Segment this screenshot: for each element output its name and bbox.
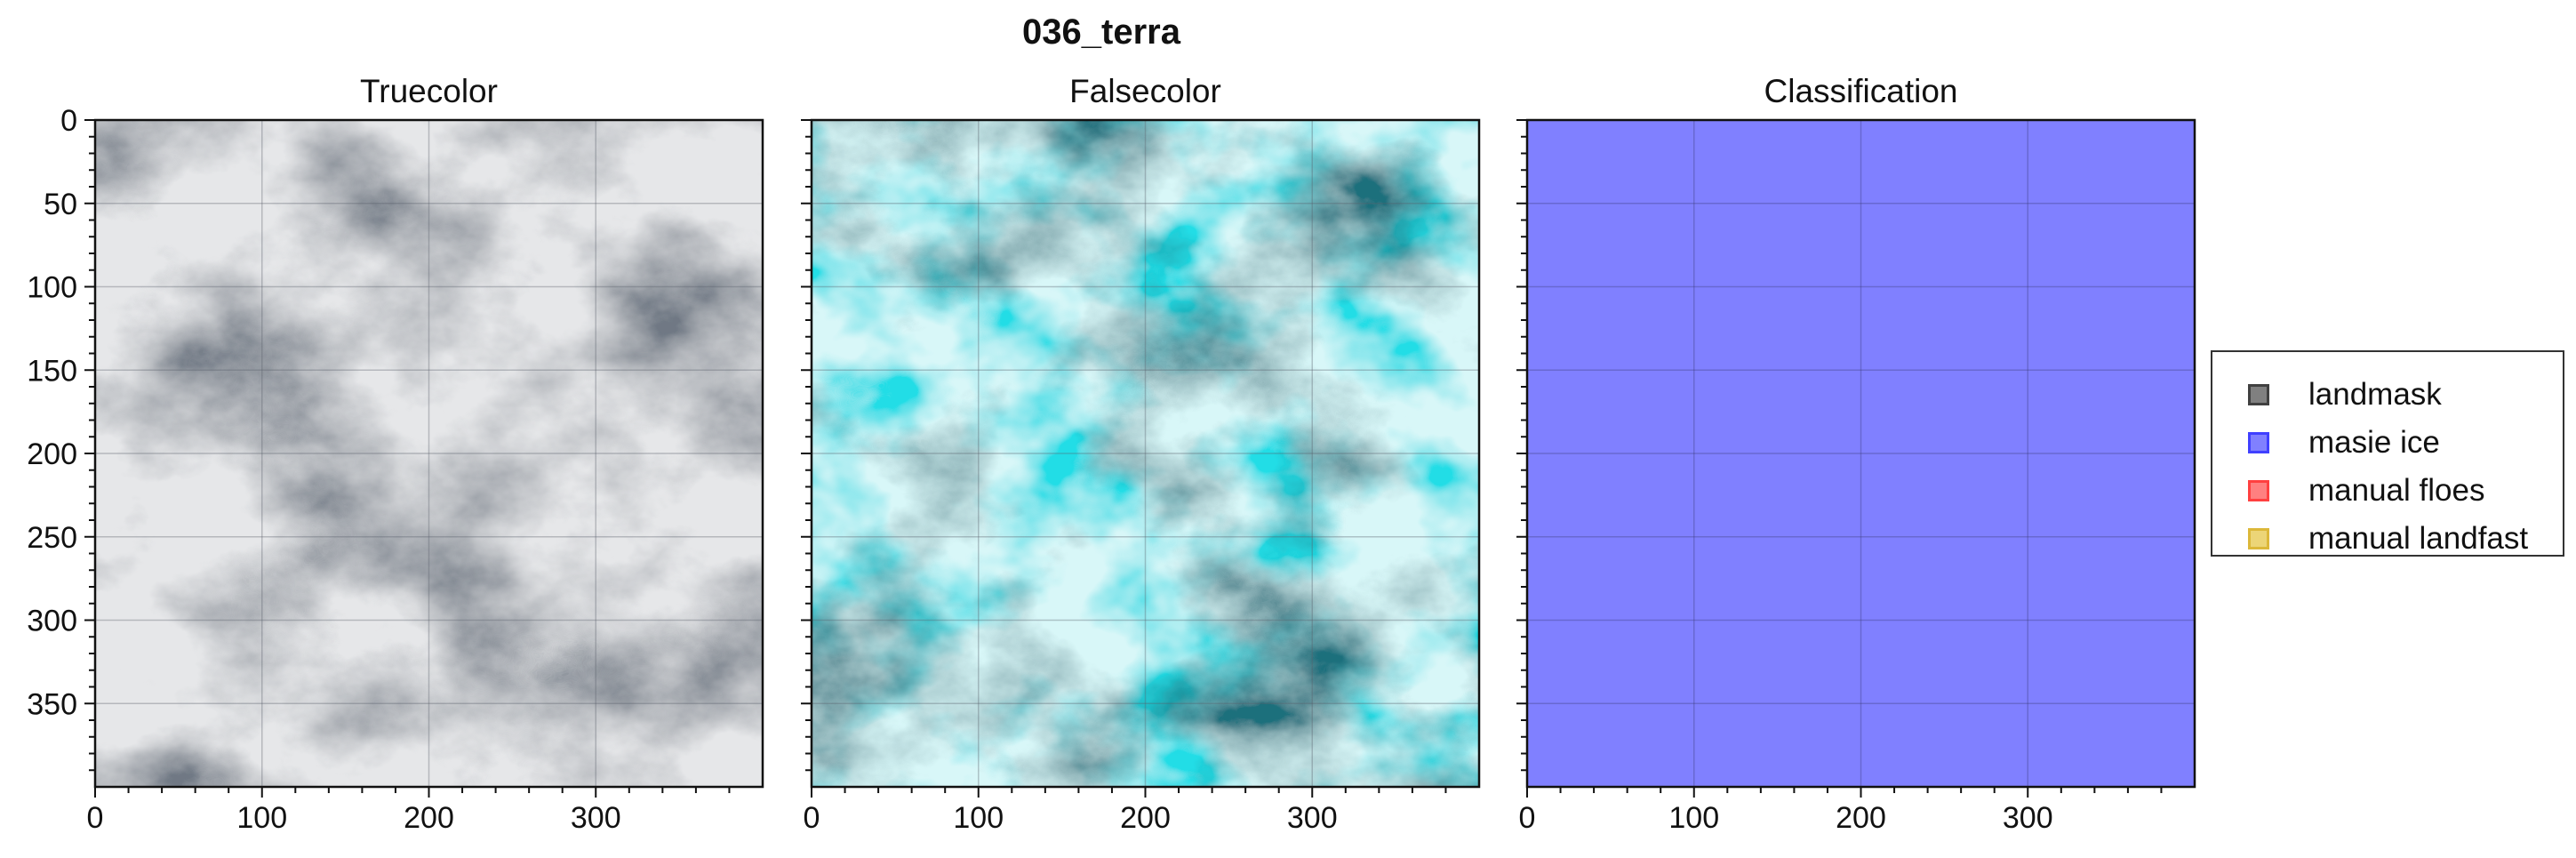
x-tick-label: 100 [1668, 801, 1719, 835]
panel-title: Classification [1764, 73, 1958, 109]
legend-swatch [2248, 528, 2269, 549]
panel-title: Falsecolor [1069, 73, 1221, 109]
panel-truecolor: Truecolor 0 100 200 300 0 50 100 150 200 250 300 350 [27, 73, 764, 835]
legend-item: masie ice [2248, 425, 2440, 461]
x-tick-label: 200 [404, 801, 454, 835]
x-tick-label: 200 [1120, 801, 1171, 835]
x-tick-label: 300 [2003, 801, 2053, 835]
x-tick-label: 100 [953, 801, 1004, 835]
y-tick-label: 350 [27, 687, 77, 721]
panel-title: Truecolor [360, 73, 498, 109]
y-tick-label: 200 [27, 437, 77, 471]
falsecolor-image [812, 120, 1479, 787]
legend-swatch [2248, 384, 2269, 405]
y-tick-label: 300 [27, 605, 77, 638]
classification-fill-masie-ice [1527, 120, 2195, 787]
panel-falsecolor: Falsecolor 0 100 200 300 [801, 73, 1481, 835]
y-tick-label: 250 [27, 521, 77, 555]
y-tick-label: 150 [27, 354, 77, 388]
y-tick-label: 0 [60, 104, 77, 138]
x-tick-label: 0 [1519, 801, 1536, 835]
x-tick-label: 300 [1287, 801, 1338, 835]
truecolor-image [95, 120, 763, 787]
figure-suptitle: 036_terra [1022, 12, 1180, 52]
x-tick-label: 0 [87, 801, 104, 835]
x-tick-label: 200 [1836, 801, 1886, 835]
legend-label: manual floes [2308, 473, 2485, 508]
legend-label: masie ice [2308, 425, 2440, 460]
y-tick-label: 50 [44, 188, 77, 221]
x-tick-label: 100 [236, 801, 287, 835]
y-tick-label: 100 [27, 271, 77, 305]
legend-swatch [2248, 432, 2269, 453]
legend-item: landmask [2248, 377, 2442, 413]
legend-item: manual landfast [2248, 521, 2528, 557]
legend-label: manual landfast [2308, 521, 2529, 556]
x-tick-label: 0 [804, 801, 820, 835]
legend-swatch [2248, 480, 2269, 501]
x-tick-label: 300 [571, 801, 621, 835]
legend-item: manual floes [2248, 473, 2484, 509]
legend: landmask masie ice manual floes manual land… [2211, 350, 2564, 557]
legend-label: landmask [2308, 377, 2442, 412]
panel-classification: Classification 0 100 200 300 [1516, 73, 2196, 835]
